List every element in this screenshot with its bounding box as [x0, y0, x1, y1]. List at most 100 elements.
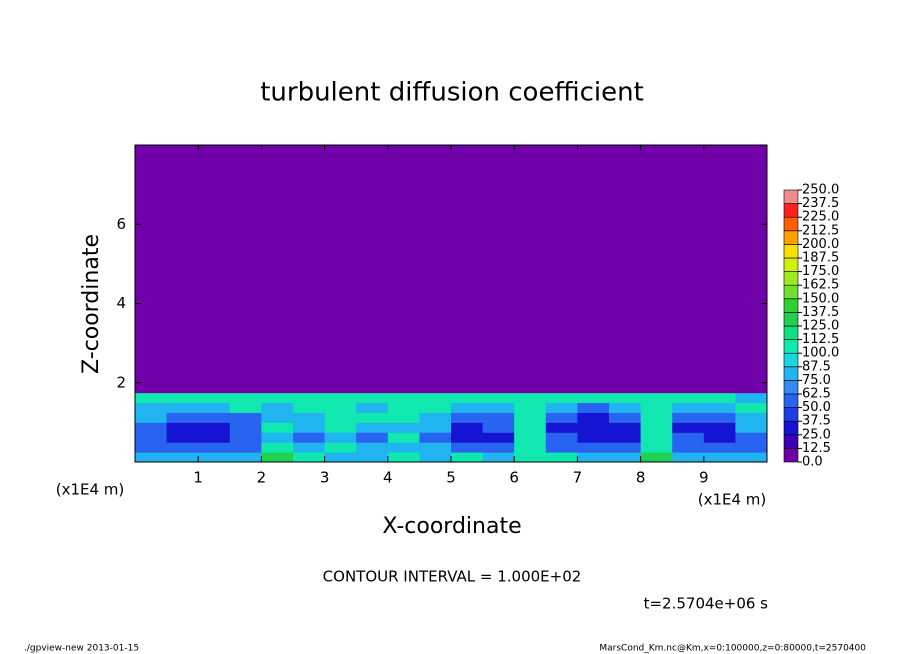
heatmap-cell — [261, 402, 294, 413]
heatmap-cell — [387, 422, 420, 433]
heatmap-cell — [229, 145, 262, 384]
heatmap-cell — [640, 392, 673, 404]
heatmap-cell — [482, 422, 515, 433]
heatmap-cell — [166, 402, 199, 413]
heatmap-cell — [419, 392, 452, 404]
x-tick-label: 3 — [320, 469, 330, 487]
heatmap-cell — [166, 422, 199, 433]
heatmap-cell — [482, 145, 515, 384]
chart-title: turbulent diffusion coefficient — [260, 78, 644, 108]
heatmap-cell — [735, 402, 768, 413]
heatmap-cell — [451, 382, 484, 394]
heatmap-cell — [261, 392, 294, 404]
heatmap-cell — [735, 442, 768, 453]
colorbar-box — [783, 189, 799, 204]
heatmap-cell — [261, 412, 294, 423]
time-label: t=2.5704e+06 s — [644, 595, 769, 613]
heatmap-cell — [229, 432, 262, 443]
heatmap-cell — [609, 452, 642, 463]
heatmap-cell — [703, 402, 736, 413]
heatmap-cell — [482, 452, 515, 463]
colorbar-box — [783, 257, 799, 272]
heatmap-cell — [703, 392, 736, 404]
heatmap-cell — [166, 412, 199, 423]
heatmap-cell — [703, 442, 736, 453]
heatmap-cell — [293, 442, 326, 453]
heatmap-cell — [387, 402, 420, 413]
heatmap-cell — [735, 382, 768, 394]
heatmap-cell — [672, 442, 705, 453]
heatmap-cell — [324, 145, 357, 384]
heatmap-cell — [419, 452, 452, 463]
heatmap-cell — [324, 432, 357, 443]
x-tick-label: 4 — [383, 469, 393, 487]
heatmap-cell — [577, 412, 610, 423]
heatmap-cell — [672, 432, 705, 443]
x-tick-label: 1 — [193, 469, 203, 487]
heatmap-cell — [198, 432, 231, 443]
heatmap-cell — [419, 432, 452, 443]
heatmap-cell — [514, 442, 547, 453]
heatmap-cell — [514, 452, 547, 463]
colorbar-label: 225.0 — [802, 210, 839, 225]
colorbar-label: 137.5 — [802, 305, 839, 320]
heatmap-cell — [324, 452, 357, 463]
colorbar-label: 250.0 — [802, 183, 839, 198]
heatmap-cell — [609, 392, 642, 404]
heatmap-cell — [545, 442, 578, 453]
heatmap-cell — [356, 402, 389, 413]
heatmap-cell — [229, 412, 262, 423]
heatmap-cell — [514, 412, 547, 423]
heatmap-cell — [261, 145, 294, 384]
heatmap-cell — [451, 422, 484, 433]
colorbar-box — [783, 230, 799, 245]
heatmap-cell — [451, 442, 484, 453]
heatmap-cell — [672, 412, 705, 423]
heatmap-cell — [166, 392, 199, 404]
heatmap-cell — [229, 452, 262, 463]
heatmap-cell — [640, 412, 673, 423]
colorbar-box — [783, 407, 799, 422]
colorbar-label: 37.5 — [802, 414, 831, 429]
y-unit-label: (x1E4 m) — [56, 481, 125, 499]
heatmap-cell — [577, 392, 610, 404]
heatmap-cell — [198, 392, 231, 404]
colorbar-label: 62.5 — [802, 387, 831, 402]
heatmap-cell — [514, 392, 547, 404]
colorbar-label: 175.0 — [802, 264, 839, 279]
colorbar-label: 112.5 — [802, 332, 839, 347]
heatmap-cell — [293, 145, 326, 384]
colorbar-box — [783, 366, 799, 381]
heatmap-cell — [577, 452, 610, 463]
x-tick-label: 2 — [257, 469, 267, 487]
heatmap-cell — [640, 442, 673, 453]
heatmap-cell — [451, 412, 484, 423]
colorbar-box — [783, 448, 799, 463]
heatmap-cell — [451, 402, 484, 413]
heatmap-cell — [356, 442, 389, 453]
y-axis-label: Z-coordinate — [79, 234, 104, 374]
colorbar-box — [783, 434, 799, 449]
x-tick-label: 6 — [509, 469, 519, 487]
heatmap-cell — [198, 382, 231, 394]
heatmap-cell — [545, 145, 578, 384]
heatmap-cell — [293, 412, 326, 423]
heatmap-cell — [387, 452, 420, 463]
heatmap-cell — [135, 432, 168, 443]
heatmap-cell — [293, 382, 326, 394]
heatmap-cell — [451, 432, 484, 443]
heatmap-cell — [135, 452, 168, 463]
heatmap-cell — [640, 432, 673, 443]
heatmap-cell — [166, 145, 199, 384]
colorbar-box — [783, 325, 799, 340]
source-label: MarsCond_Km.nc@Km,x=0:100000,z=0:80000,t… — [599, 644, 866, 654]
heatmap-cell — [135, 412, 168, 423]
heatmap-cell — [293, 452, 326, 463]
heatmap-cell — [324, 392, 357, 404]
colorbar-box — [783, 244, 799, 259]
heatmap-cell — [356, 412, 389, 423]
heatmap-cell — [451, 452, 484, 463]
heatmap-cell — [640, 422, 673, 433]
colorbar-label: 25.0 — [802, 427, 831, 442]
heatmap-cell — [577, 402, 610, 413]
